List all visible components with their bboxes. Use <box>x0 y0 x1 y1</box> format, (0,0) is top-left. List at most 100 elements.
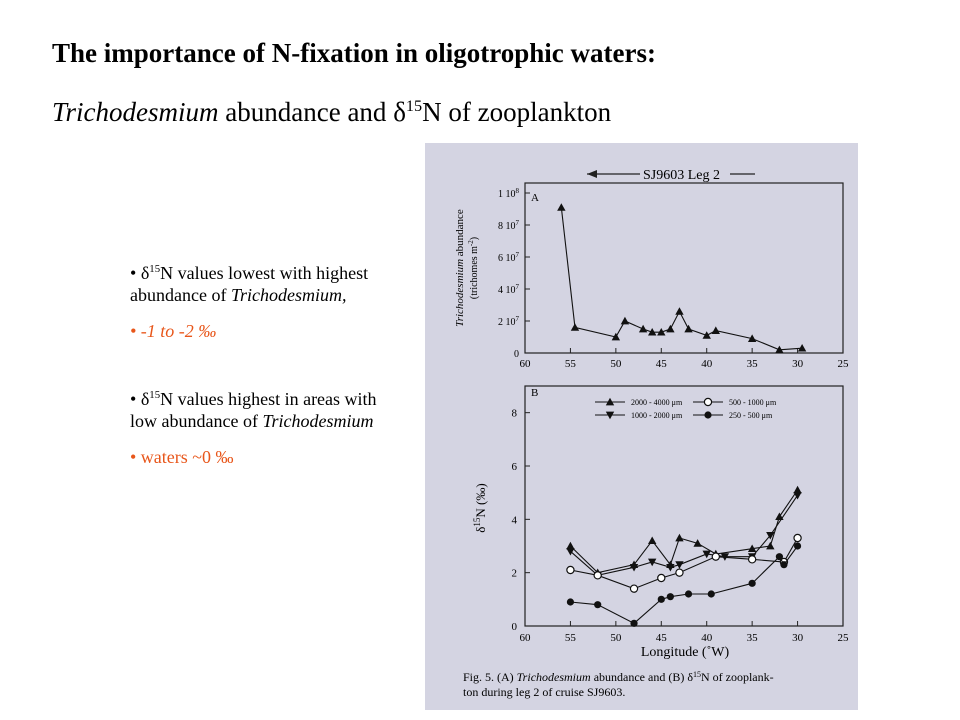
panel-b-xlabel: Longitude (˚W) <box>641 645 730 660</box>
legend-label: 1000 - 2000 μm <box>631 411 683 420</box>
delta15n-point <box>748 579 756 587</box>
panel-b-xticks: 60 55 50 45 40 35 30 25 <box>520 621 850 644</box>
bullet-sup: 15 <box>149 263 161 275</box>
x-tick-label: 60 <box>520 632 532 644</box>
y-tick-mantissa: 8 10 <box>498 221 516 232</box>
legend-marker <box>605 397 615 406</box>
bullet-dot: • <box>130 389 141 409</box>
y-tick-label: 2 <box>512 568 518 580</box>
delta15n-point <box>766 541 775 550</box>
x-tick-label: 50 <box>610 632 622 644</box>
caption-sup: 15 <box>693 670 701 679</box>
y-tick-exponent: 7 <box>516 219 520 227</box>
abundance-line <box>560 207 803 351</box>
yunits-end: ) <box>469 237 480 240</box>
panel-b-series <box>566 485 802 627</box>
abundance-point <box>675 307 684 315</box>
bullet-orange-text: • -1 to -2 ‰ <box>130 321 217 341</box>
legend-label: 2000 - 4000 μm <box>631 398 683 407</box>
abundance-point <box>657 328 666 336</box>
y-tick-label: 4 <box>512 514 518 526</box>
subtitle-italic: Trichodesmium <box>52 97 219 127</box>
delta15n-line <box>570 489 799 574</box>
bullet-text: N values lowest with highest abundance o… <box>130 263 369 305</box>
panel-b-frame <box>524 385 844 627</box>
abundance-point <box>611 332 621 341</box>
x-tick-label: 25 <box>838 632 850 644</box>
x-tick-label: 35 <box>747 358 759 370</box>
y-tick-mantissa: 6 10 <box>498 253 516 264</box>
delta15n-point <box>566 565 575 575</box>
abundance-point <box>557 203 566 211</box>
caption-italic: Trichodesmium <box>517 670 591 684</box>
delta15n-point <box>675 533 684 542</box>
subtitle-sup: 15 <box>405 97 423 115</box>
ylabel-rest: abundance <box>454 209 466 259</box>
bullet-italic: Trichodesmium, <box>230 285 347 305</box>
abundance-point <box>775 345 784 354</box>
bullet-italic: Trichodesmium <box>262 411 374 431</box>
banner-label: SJ9603 Leg 2 <box>643 168 720 183</box>
delta15n-point <box>594 601 602 609</box>
abundance-point <box>747 334 757 342</box>
subtitle-delta: δ <box>393 97 406 127</box>
subtitle-end: N of zooplankton <box>422 97 612 127</box>
x-tick-label: 40 <box>701 358 713 370</box>
figure-caption-line1: Fig. 5. (A) Trichodesmium abundance and … <box>463 670 774 684</box>
x-tick-label: 55 <box>565 632 577 644</box>
delta15n-point <box>666 563 675 572</box>
bullet-highest: • δ15N values highest in areas with low … <box>130 388 380 432</box>
legend-marker <box>703 397 713 407</box>
abundance-point <box>570 323 580 331</box>
y-tick-label: 1 108 <box>498 187 520 200</box>
x-tick-label: 50 <box>610 358 622 370</box>
x-tick-label: 25 <box>838 358 850 370</box>
yunits-text: (trichomes m <box>469 246 480 299</box>
delta15n-point <box>702 550 711 559</box>
panel-b-legend: 2000 - 4000 μm 1000 - 2000 μm 500 - 1000 μ… <box>595 397 777 420</box>
bullet-delta: δ <box>140 389 150 409</box>
banner-arrowhead <box>587 170 597 178</box>
y-tick-label: 8 <box>512 408 518 420</box>
bullet-lowest: • δ15N values lowest with highest abunda… <box>130 262 380 306</box>
legend-marker <box>605 411 615 420</box>
delta15n-line <box>570 545 799 624</box>
subtitle-mid: abundance and <box>218 97 394 127</box>
delta15n-point <box>711 552 720 561</box>
legend-marker <box>704 411 712 419</box>
delta15n-point <box>693 539 702 547</box>
y-tick-mantissa: 4 10 <box>498 285 516 296</box>
delta15n-point <box>629 563 639 572</box>
bullet-delta: δ <box>140 263 150 283</box>
panel-a-ylabel: Trichodesmium abundance <box>454 209 466 327</box>
abundance-point <box>620 316 630 325</box>
panel-b-yticks: 0 2 4 6 8 <box>512 408 530 633</box>
abundance-point <box>638 324 648 333</box>
delta15n-point <box>793 485 802 494</box>
delta15n-point <box>648 558 657 567</box>
x-tick-label: 40 <box>701 632 713 644</box>
caption-rest: N of zooplank- <box>701 670 774 684</box>
delta15n-point <box>675 561 684 569</box>
legend-label: 500 - 1000 μm <box>729 398 777 407</box>
delta15n-point <box>775 553 783 561</box>
delta15n-point <box>675 568 684 577</box>
ylabel-italic: Trichodesmium <box>454 259 466 327</box>
y-tick-label: 0 <box>512 621 518 633</box>
x-tick-label: 45 <box>656 358 668 370</box>
delta15n-point <box>766 531 775 540</box>
delta15n-point <box>630 619 638 627</box>
x-tick-label: 35 <box>747 632 759 644</box>
panel-a-xticks: 60 55 50 45 40 35 30 25 <box>520 348 850 370</box>
abundance-point <box>648 328 657 336</box>
delta15n-point <box>747 555 757 564</box>
ylabel-sup: 15 <box>472 517 482 527</box>
panel-a-label: A <box>531 192 539 204</box>
x-tick-label: 55 <box>565 358 577 370</box>
ylabel-delta: δ <box>473 527 488 533</box>
y-tick-exponent: 7 <box>516 283 520 291</box>
delta15n-line <box>570 495 799 576</box>
panel-a-series <box>557 203 807 354</box>
